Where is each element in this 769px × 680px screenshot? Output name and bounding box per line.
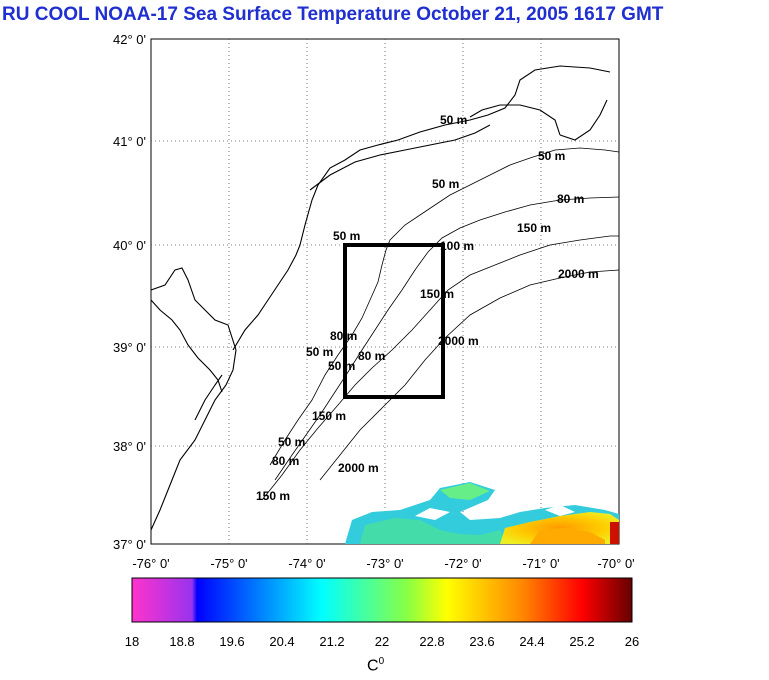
contour-label: 50 m xyxy=(432,177,459,191)
contour-label: 2000 m xyxy=(438,334,479,348)
colorbar-tick-label: 22 xyxy=(375,634,389,649)
colorbar-tick-label: 21.2 xyxy=(319,634,344,649)
latitude-label: 40° 0' xyxy=(113,238,146,253)
latitude-label: 37° 0' xyxy=(113,537,146,552)
contour-label: 150 m xyxy=(517,221,551,235)
longitude-label: -72° 0' xyxy=(444,556,481,571)
map-grid xyxy=(151,39,619,544)
contour-label: 50 m xyxy=(306,345,333,359)
longitude-label: -75° 0' xyxy=(210,556,247,571)
longitude-label: -76° 0' xyxy=(132,556,169,571)
colorbar-unit: C0 xyxy=(367,656,384,675)
colorbar xyxy=(131,577,633,623)
contour-label: 50 m xyxy=(538,149,565,163)
contour-label: 80 m xyxy=(557,192,584,206)
contour-label: 50 m xyxy=(440,113,467,127)
coastline xyxy=(150,65,611,531)
colorbar-tick-label: 19.6 xyxy=(219,634,244,649)
colorbar-tick-label: 25.2 xyxy=(569,634,594,649)
contour-label: 50 m xyxy=(328,359,355,373)
contour-label: 100 m xyxy=(440,239,474,253)
latitude-label: 39° 0' xyxy=(113,340,146,355)
contour-label: 80 m xyxy=(330,329,357,343)
study-region-box xyxy=(343,243,445,399)
contour-label: 80 m xyxy=(272,454,299,468)
longitude-label: -71° 0' xyxy=(522,556,559,571)
latitude-label: 41° 0' xyxy=(113,134,146,149)
sst-data-patches xyxy=(345,482,619,544)
latitude-label: 38° 0' xyxy=(113,439,146,454)
colorbar-tick-label: 18.8 xyxy=(169,634,194,649)
colorbar-tick-label: 20.4 xyxy=(269,634,294,649)
latitude-label: 42° 0' xyxy=(113,32,146,47)
contour-label: 50 m xyxy=(333,229,360,243)
contour-label: 50 m xyxy=(278,435,305,449)
colorbar-tick-label: 18 xyxy=(125,634,139,649)
longitude-label: -70° 0' xyxy=(597,556,634,571)
contour-label: 150 m xyxy=(256,489,290,503)
map-title: RU COOL NOAA-17 Sea Surface Temperature … xyxy=(2,4,664,25)
unit-superscript: 0 xyxy=(378,656,385,667)
contour-label: 2000 m xyxy=(338,461,379,475)
colorbar-tick-label: 23.6 xyxy=(469,634,494,649)
longitude-label: -74° 0' xyxy=(288,556,325,571)
colorbar-tick-label: 22.8 xyxy=(419,634,444,649)
contour-label: 150 m xyxy=(420,287,454,301)
contour-label: 80 m xyxy=(358,349,385,363)
colorbar-tick-label: 26 xyxy=(625,634,639,649)
colorbar-tick-label: 24.4 xyxy=(519,634,544,649)
longitude-label: -73° 0' xyxy=(366,556,403,571)
unit-label: C xyxy=(367,657,379,675)
contour-label: 2000 m xyxy=(558,267,599,281)
contour-label: 150 m xyxy=(312,409,346,423)
colorbar-ticks: 18 18.8 19.6 20.4 21.2 22 22.8 23.6 24.4… xyxy=(125,634,639,649)
